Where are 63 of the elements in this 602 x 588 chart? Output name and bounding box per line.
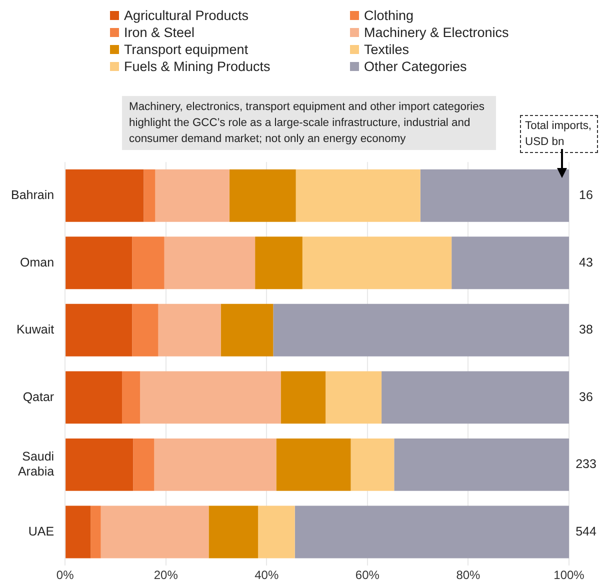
bar xyxy=(420,169,569,222)
bar xyxy=(350,438,394,491)
bar xyxy=(132,304,158,356)
legend-label: Machinery & Electronics xyxy=(364,25,509,40)
text: 38 xyxy=(579,322,593,337)
bar xyxy=(66,169,144,222)
x-tick-label: 100% xyxy=(554,568,585,582)
bar xyxy=(66,236,132,290)
x-tick-label: 20% xyxy=(154,568,178,582)
bar xyxy=(326,371,382,424)
legend-label: Fuels & Mining Products xyxy=(124,59,270,74)
bar xyxy=(273,304,569,356)
bar xyxy=(100,506,209,558)
y-tick-label: Kuwait xyxy=(16,322,55,337)
text: 16 xyxy=(579,188,593,202)
text: 544 xyxy=(576,524,596,538)
bar xyxy=(294,506,569,558)
bar xyxy=(155,169,230,222)
legend-label: Agricultural Products xyxy=(124,8,249,23)
legend-label: Clothing xyxy=(364,8,414,23)
x-tick-label: 40% xyxy=(254,568,279,582)
text: Total imports, USD bn xyxy=(520,115,598,153)
bar xyxy=(276,438,351,491)
legend-label: Other Categories xyxy=(364,59,467,74)
bar xyxy=(255,236,302,290)
x-tick-label: 0% xyxy=(56,568,74,582)
bar xyxy=(66,304,132,356)
bar xyxy=(302,236,452,290)
bar xyxy=(132,236,164,290)
y-tick-label: Bahrain xyxy=(10,188,54,202)
y-tick-label: Qatar xyxy=(22,390,54,404)
bar xyxy=(122,371,140,424)
bar xyxy=(452,236,569,290)
y-tick-label: Oman xyxy=(20,255,54,270)
legend-label: Textiles xyxy=(364,42,410,57)
bar xyxy=(144,169,156,222)
bar xyxy=(382,371,569,424)
bar xyxy=(394,438,569,491)
text: 36 xyxy=(579,390,593,404)
text: 233 xyxy=(576,457,596,472)
bar xyxy=(208,506,258,558)
bar xyxy=(229,169,296,222)
bar xyxy=(66,506,91,558)
y-tick-label: UAE xyxy=(28,524,54,538)
y-tick-label: Saudi Arabia xyxy=(18,450,54,479)
x-tick-label: 60% xyxy=(355,568,380,582)
bar xyxy=(164,236,256,290)
bar xyxy=(133,438,154,491)
bar xyxy=(66,438,134,491)
bar xyxy=(258,506,295,558)
bar xyxy=(90,506,101,558)
text: Machinery, electronics, transport equipment and other import categories highlight the GCC’s role as a large-scale infrastructure, industrial and consumer demand market; not only an energy economy xyxy=(122,96,496,150)
bar xyxy=(154,438,276,491)
bar xyxy=(220,304,274,356)
legend-label: Transport equipment xyxy=(124,42,248,57)
bar xyxy=(140,371,281,424)
bar xyxy=(296,169,420,222)
bar xyxy=(280,371,326,424)
x-tick-label: 80% xyxy=(456,568,481,582)
bar xyxy=(158,304,221,356)
bar xyxy=(66,371,122,424)
legend-label: Iron & Steel xyxy=(124,25,195,40)
text: 43 xyxy=(579,255,593,270)
